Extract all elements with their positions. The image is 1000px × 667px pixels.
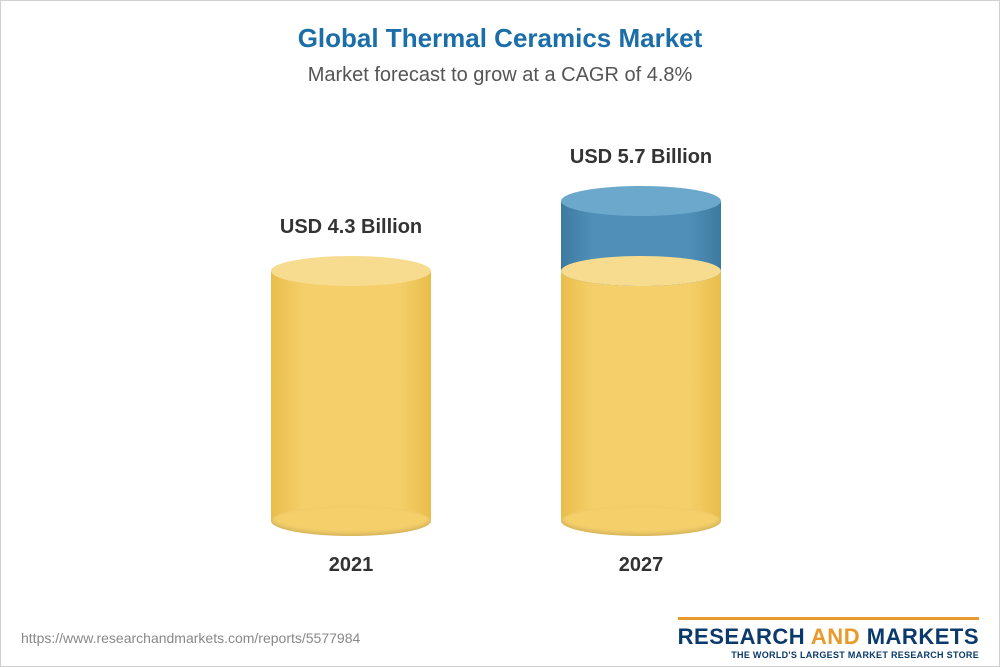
- value-label: USD 4.3 Billion: [251, 216, 451, 239]
- value-label: USD 5.7 Billion: [541, 146, 741, 169]
- chart-title: Global Thermal Ceramics Market: [1, 1, 999, 54]
- chart-area: USD 4.3 Billion2021USD 5.7 Billion2027: [1, 121, 999, 586]
- cylinder-2021: USD 4.3 Billion2021: [271, 121, 431, 521]
- footer: https://www.researchandmarkets.com/repor…: [1, 610, 999, 666]
- logo-tagline: THE WORLD'S LARGEST MARKET RESEARCH STOR…: [678, 650, 979, 660]
- logo-text: RESEARCH AND MARKETS: [678, 624, 979, 650]
- year-label: 2027: [561, 554, 721, 577]
- cylinder-body: [271, 271, 431, 521]
- cylinder-body: [561, 201, 721, 521]
- cylinder-2027: USD 5.7 Billion2027: [561, 121, 721, 521]
- logo: RESEARCH AND MARKETS THE WORLD'S LARGEST…: [678, 617, 979, 660]
- source-url: https://www.researchandmarkets.com/repor…: [21, 630, 360, 646]
- chart-subtitle: Market forecast to grow at a CAGR of 4.8…: [1, 54, 999, 87]
- year-label: 2021: [271, 554, 431, 577]
